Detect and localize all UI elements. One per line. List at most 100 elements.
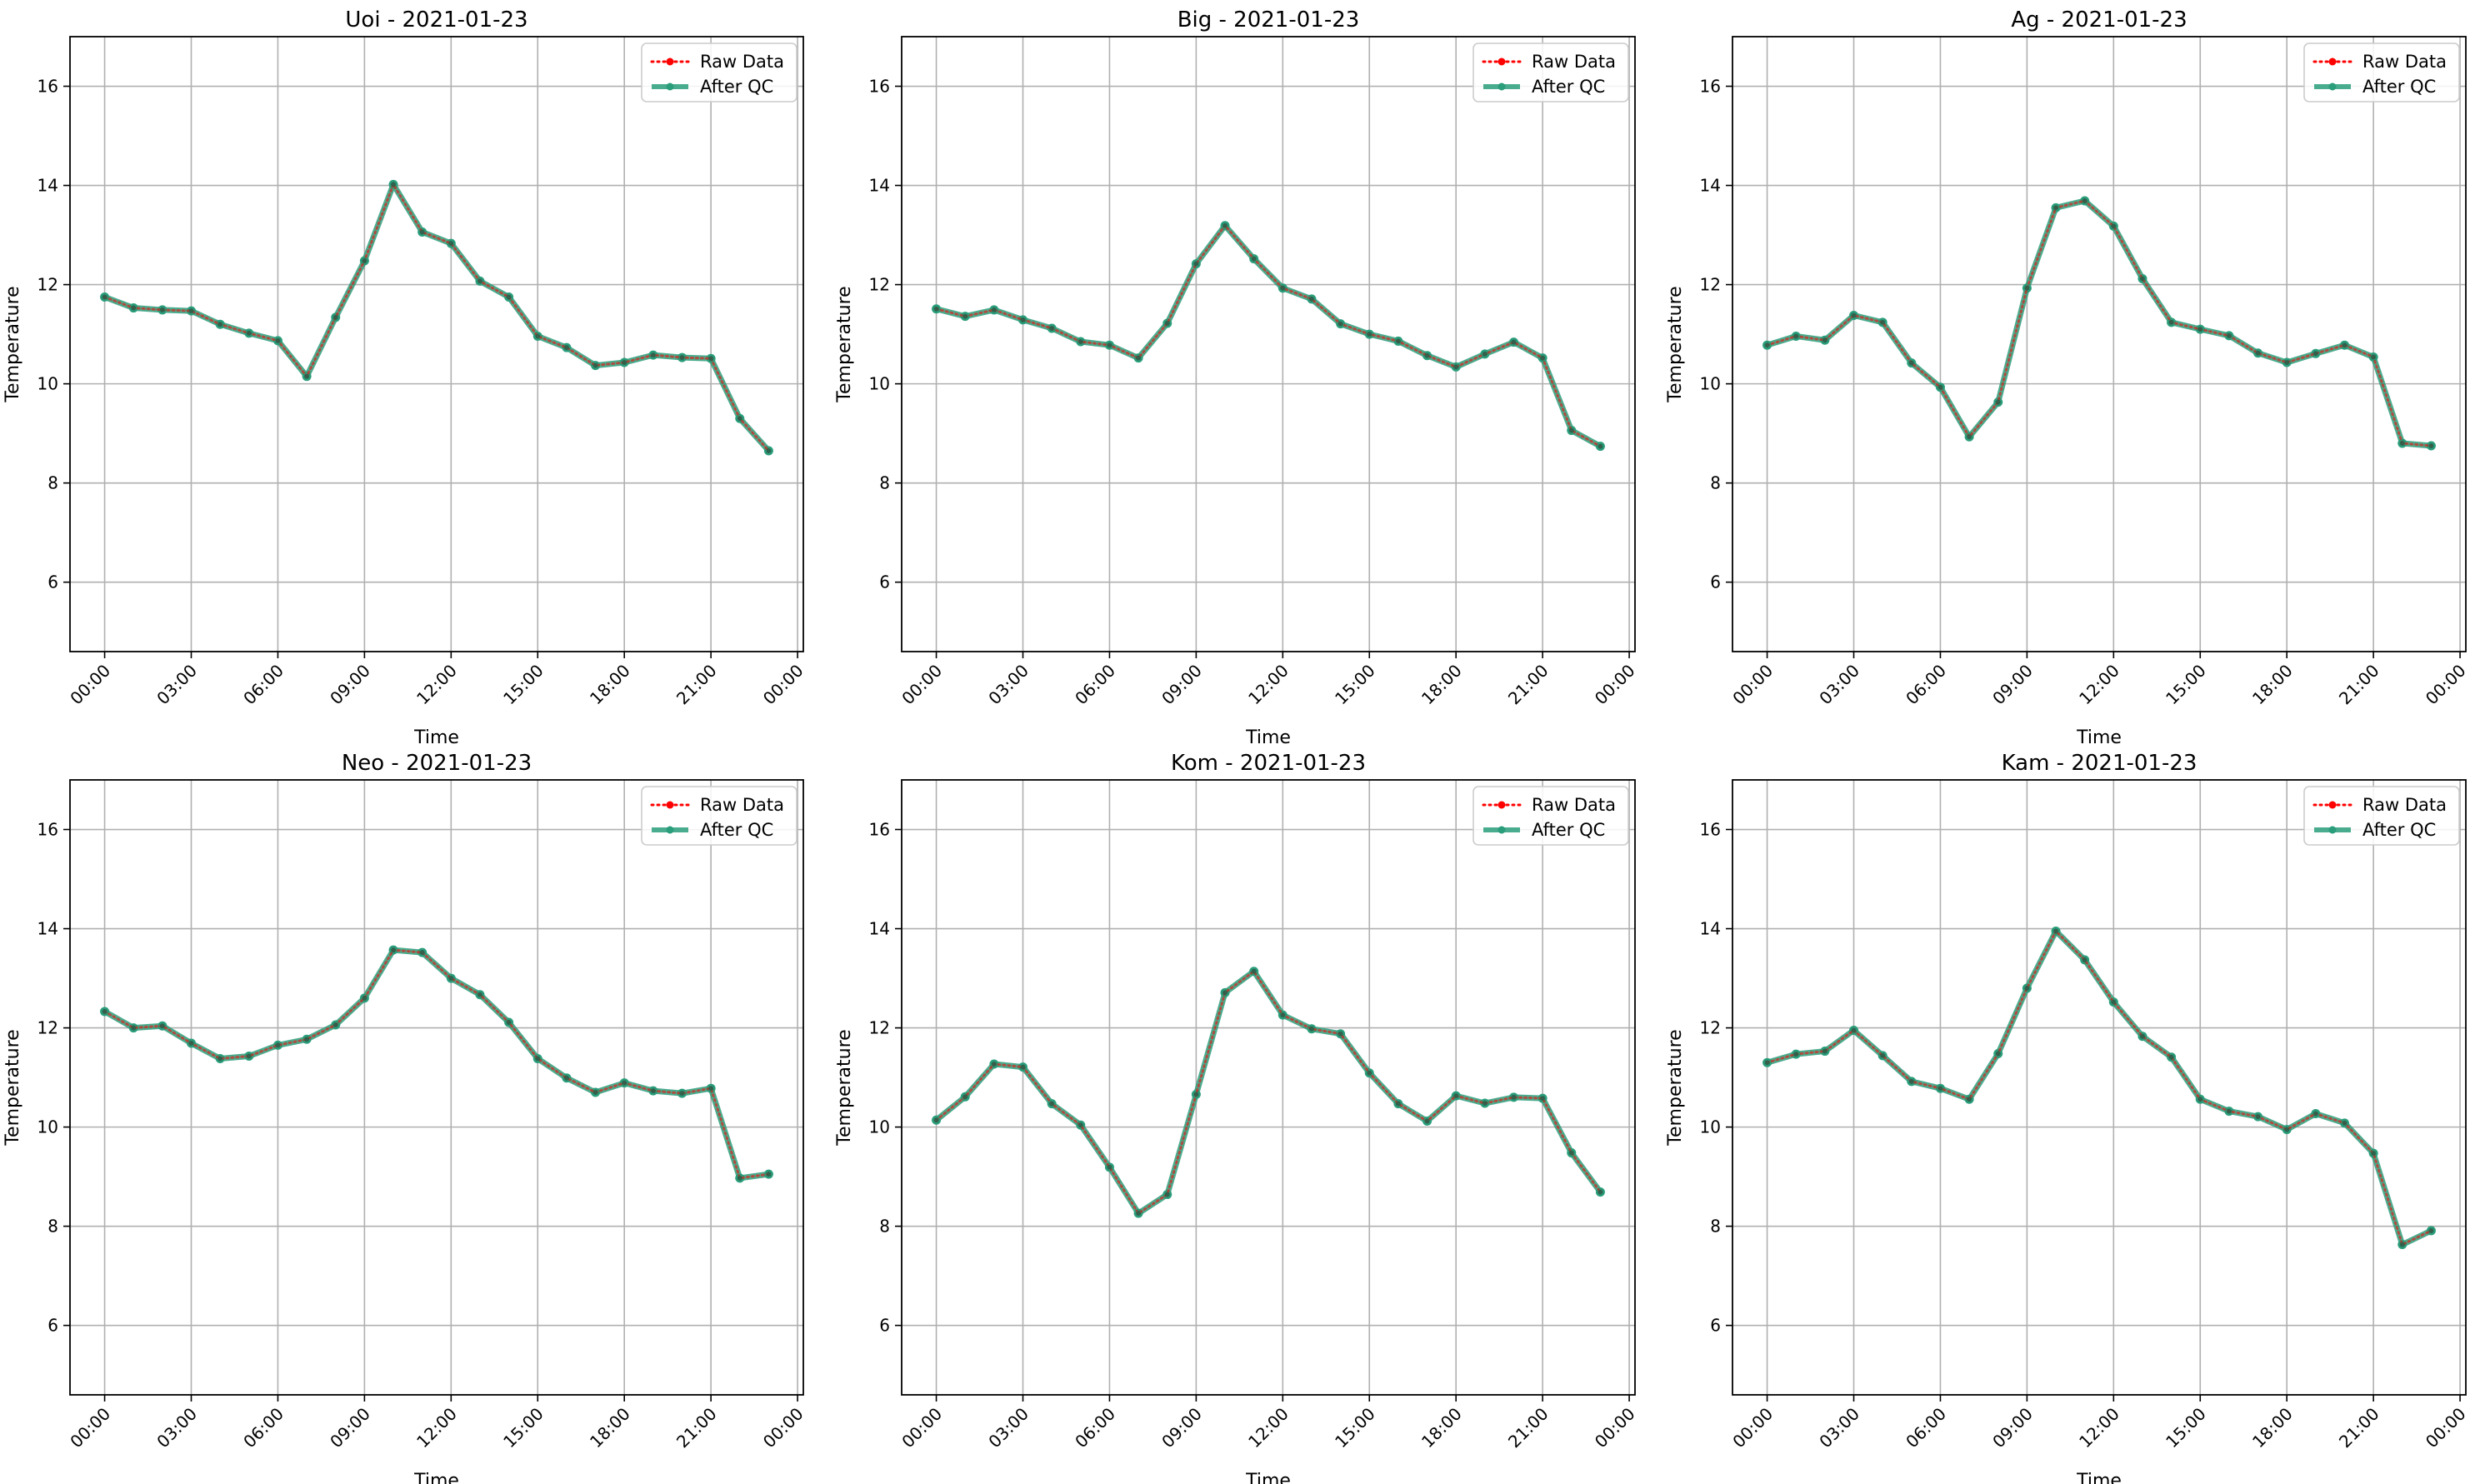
raw-data-point — [2053, 205, 2059, 211]
raw-data-point — [1107, 1164, 1112, 1170]
x-axis-label: Time — [413, 1471, 459, 1484]
panel-4: 00:00 03:00 06:00 09:00 12:00 15:00 18:00 21:00… — [2, 751, 808, 1484]
raw-data-point — [766, 447, 772, 453]
legend-label-after-qc: After QC — [2362, 820, 2436, 840]
raw-data-point — [362, 258, 368, 264]
raw-data-point — [1338, 1031, 1343, 1037]
x-axis-label: Time — [413, 727, 459, 748]
panel-1: 00:00 03:00 06:00 09:00 12:00 15:00 18:00 21:00… — [2, 7, 808, 748]
raw-data-point — [332, 1022, 338, 1028]
x-tick-label: 12:00 — [2075, 661, 2123, 709]
legend-label-raw-data: Raw Data — [700, 52, 784, 72]
x-tick-label: 00:00 — [2422, 1404, 2470, 1452]
raw-data-point — [1078, 1122, 1083, 1128]
raw-data-point — [1764, 342, 1770, 348]
x-tick-label: 03:00 — [984, 661, 1032, 709]
raw-data-point — [1851, 1027, 1857, 1033]
raw-data-point — [1280, 285, 1286, 291]
raw-data-point — [419, 950, 425, 956]
legend-marker-after-qc — [1498, 82, 1506, 91]
y-tick-label: 14 — [38, 919, 58, 939]
x-tick-label: 18:00 — [1418, 1404, 1466, 1452]
x-tick-label: 15:00 — [2162, 1404, 2210, 1452]
panel-5: 00:00 03:00 06:00 09:00 12:00 15:00 18:00 21:00… — [834, 751, 1639, 1484]
raw-data-point — [1251, 968, 1257, 974]
legend-label-raw-data: Raw Data — [2362, 795, 2447, 815]
x-axis-label: Time — [1245, 727, 1291, 748]
legend-label-after-qc: After QC — [1532, 820, 1605, 840]
raw-data-point — [679, 1091, 685, 1097]
legend: Raw Data After QC — [641, 786, 798, 846]
raw-data-point — [1164, 321, 1170, 327]
x-axis-label: Time — [1245, 1471, 1291, 1484]
raw-data-point — [1367, 1070, 1372, 1076]
x-tick-label: 18:00 — [2248, 1404, 2297, 1452]
y-tick-label: 12 — [869, 1018, 890, 1038]
raw-data-point — [708, 1086, 714, 1092]
raw-data-point — [962, 1094, 968, 1100]
raw-data-point — [1308, 1026, 1314, 1032]
x-tick-label: 06:00 — [1071, 661, 1119, 709]
legend-label-after-qc: After QC — [2362, 77, 2436, 97]
y-tick-label: 8 — [1710, 473, 1721, 493]
raw-data-point — [1938, 384, 1943, 390]
y-tick-label: 16 — [869, 820, 890, 840]
x-tick-label: 12:00 — [2075, 1404, 2123, 1452]
raw-data-point — [2255, 1114, 2261, 1120]
series-line-raw-data — [1766, 928, 2432, 1247]
y-tick-label: 6 — [48, 1316, 58, 1336]
legend-label-after-qc: After QC — [700, 820, 773, 840]
raw-data-point — [991, 307, 997, 312]
panel-title: Ag - 2021-01-23 — [2011, 7, 2187, 32]
x-axis-label: Time — [2076, 727, 2122, 748]
raw-data-point — [1338, 321, 1343, 327]
raw-data-point — [1078, 339, 1083, 345]
raw-data-point — [1880, 319, 1886, 325]
series-line-raw-data — [935, 969, 1602, 1216]
raw-data-point — [2139, 1033, 2145, 1039]
y-tick-label: 16 — [38, 77, 58, 97]
x-tick-label: 00:00 — [1728, 1404, 1777, 1452]
y-tick-label: 12 — [1700, 275, 1721, 295]
x-tick-label: 12:00 — [412, 1404, 461, 1452]
raw-data-point — [708, 356, 714, 362]
axes-frame — [1732, 36, 2467, 652]
raw-data-point — [246, 1053, 252, 1059]
panel-title: Kom - 2021-01-23 — [1171, 751, 1366, 776]
raw-data-point — [1540, 1096, 1546, 1102]
raw-data-point — [1482, 1101, 1488, 1107]
raw-data-point — [159, 1023, 165, 1029]
legend-marker-after-qc — [1498, 826, 1506, 834]
legend: Raw Data After QC — [2303, 786, 2460, 846]
legend: Raw Data After QC — [641, 42, 798, 102]
raw-data-point — [391, 182, 397, 187]
raw-data-point — [2312, 1111, 2318, 1117]
raw-data-point — [131, 305, 137, 311]
raw-data-point — [1938, 1086, 1943, 1092]
raw-data-point — [563, 1075, 569, 1081]
x-tick-label: 09:00 — [326, 661, 374, 709]
raw-data-point — [563, 345, 569, 351]
x-tick-label: 09:00 — [1158, 1404, 1206, 1452]
y-tick-label: 6 — [879, 1316, 890, 1336]
raw-data-point — [2082, 197, 2088, 203]
x-tick-label: 18:00 — [2248, 661, 2297, 709]
x-tick-label: 12:00 — [1244, 1404, 1292, 1452]
x-tick-label: 09:00 — [1158, 661, 1206, 709]
raw-data-point — [506, 294, 512, 300]
x-tick-label: 00:00 — [2422, 661, 2470, 709]
y-tick-label: 14 — [1700, 176, 1721, 196]
series-line-after-qc — [102, 181, 772, 454]
axes-frame — [69, 36, 804, 652]
raw-data-point — [679, 355, 685, 361]
y-tick-label: 16 — [1700, 77, 1721, 97]
y-axis-label: Temperature — [1665, 286, 1686, 402]
raw-data-point — [1568, 427, 1574, 433]
raw-data-point — [362, 995, 368, 1001]
x-tick-label: 03:00 — [152, 1404, 201, 1452]
raw-data-point — [1251, 256, 1257, 262]
x-tick-label: 00:00 — [759, 661, 808, 709]
y-tick-label: 12 — [38, 275, 58, 295]
x-tick-label: 03:00 — [984, 1404, 1032, 1452]
raw-data-point — [1822, 1048, 1828, 1054]
